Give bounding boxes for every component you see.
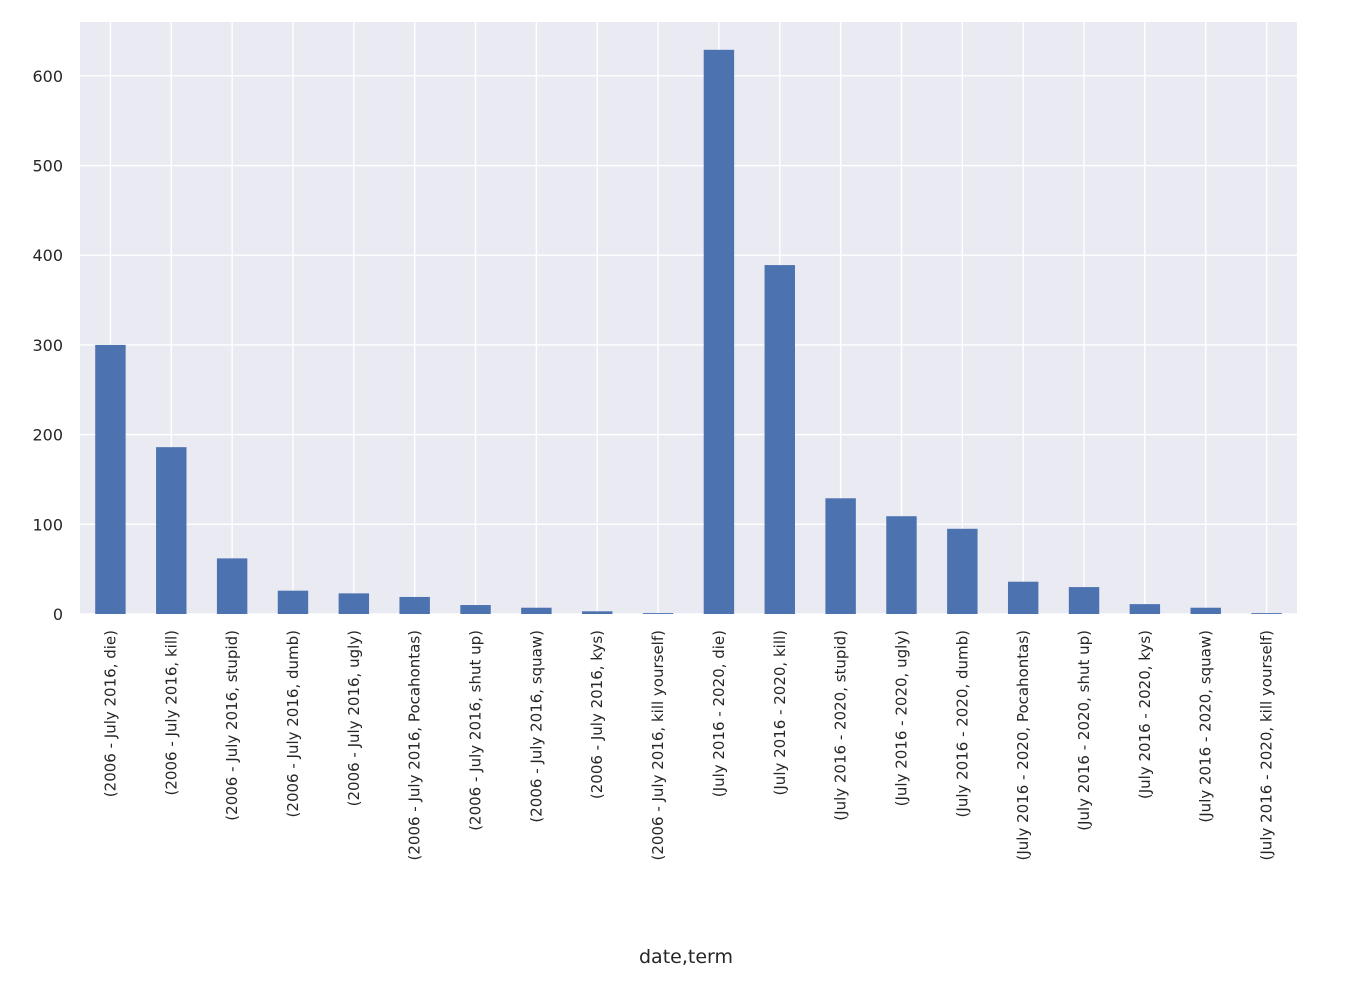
bar [1007,581,1039,614]
bar [582,611,613,614]
y-tick-label: 400 [32,246,63,265]
bar [95,344,126,614]
y-tick-label: 600 [32,67,63,86]
x-tick-label: (July 2016 - 2020, die) [710,630,728,797]
x-tick-label: (2006 - July 2016, squaw) [527,630,545,823]
x-tick-label: (2006 - July 2016, kill yourself) [649,630,667,860]
bar [156,447,187,614]
bar [825,498,856,614]
bars [95,49,1282,615]
bar [1068,587,1100,614]
bar [703,49,735,615]
x-tick-label: (2006 - July 2016, Pocahontas) [406,630,424,861]
bar [764,265,795,614]
bar [338,593,370,614]
x-tick-label: (2006 - July 2016, kys) [588,630,606,799]
x-tick-label: (2006 - July 2016, ugly) [345,630,363,806]
x-tick-label: (2006 - July 2016, stupid) [223,630,241,821]
x-tick-label: (July 2016 - 2020, kill yourself) [1258,630,1276,860]
x-tick-label: (July 2016 - 2020, stupid) [832,630,850,821]
bar [399,596,430,614]
plot-background [80,22,1297,614]
bar [216,558,248,614]
bar [947,528,978,614]
x-tick-label: (July 2016 - 2020, ugly) [892,630,910,806]
y-tick-label: 100 [32,515,63,534]
y-tick-label: 200 [32,426,63,445]
bar [460,605,491,614]
x-tick-labels: (2006 - July 2016, die) (2006 - July 2016… [101,630,1275,861]
x-tick-label: (July 2016 - 2020, shut up) [1075,630,1093,831]
bar [521,607,552,614]
bar [277,590,309,614]
bar [1129,604,1161,614]
x-tick-label: (July 2016 - 2020, dumb) [953,630,971,817]
x-tick-label: (2006 - July 2016, kill) [162,630,180,795]
y-tick-label: 0 [53,605,63,624]
x-tick-label: (July 2016 - 2020, Pocahontas) [1014,630,1032,861]
bar [886,516,917,614]
y-tick-label: 500 [32,157,63,176]
bar [1190,607,1221,614]
x-tick-label: (2006 - July 2016, die) [101,630,119,797]
y-tick-labels: 0 100 200 300 400 500 600 [32,67,63,624]
x-tick-label: (2006 - July 2016, dumb) [284,630,302,817]
x-tick-label: (2006 - July 2016, shut up) [467,630,485,831]
y-tick-label: 300 [32,336,63,355]
bar [642,613,674,614]
x-tick-label: (July 2016 - 2020, squaw) [1197,630,1215,823]
x-tick-label: (July 2016 - 2020, kill) [771,630,789,795]
bar [1251,613,1282,614]
x-axis-label: date,term [639,946,733,968]
x-tick-label: (July 2016 - 2020, kys) [1136,630,1154,799]
